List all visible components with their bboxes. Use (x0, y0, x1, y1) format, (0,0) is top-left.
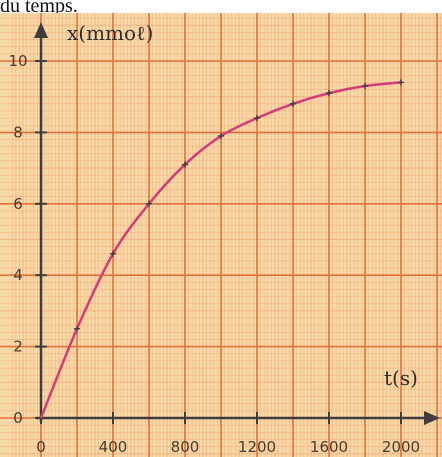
y-tick-label: 0 (13, 409, 23, 427)
y-tick-label: 6 (13, 195, 23, 213)
data-point (182, 161, 188, 168)
data-point (110, 250, 116, 257)
data-point (362, 82, 368, 89)
data-point (398, 79, 404, 86)
data-point (218, 132, 224, 139)
data-point (254, 115, 260, 122)
x-tick-label: 1600 (310, 438, 348, 456)
x-tick-label: 400 (99, 438, 128, 456)
y-axis-label: x(mmoℓ) (67, 21, 153, 45)
x-tick-label: 800 (171, 438, 200, 456)
x-axis-arrow-icon (424, 411, 440, 425)
x-tick-label: 0 (36, 438, 46, 456)
y-tick-label: 8 (13, 123, 23, 141)
data-point (146, 200, 152, 207)
y-tick-label: 10 (8, 52, 27, 70)
x-axis-label: t(s) (384, 366, 418, 390)
x-tick-label: 1200 (238, 438, 276, 456)
series-curve (39, 81, 402, 419)
data-points (74, 79, 404, 332)
y-tick-label: 4 (13, 266, 23, 284)
data-point (74, 325, 80, 332)
page-caption: du temps. (0, 0, 78, 17)
x-tick-label: 2000 (382, 438, 420, 456)
y-tick-label: 2 (13, 338, 23, 356)
y-axis-arrow-icon (34, 22, 48, 38)
data-point (326, 90, 332, 97)
axis-ticks: 0 400 800 1200 1600 2000 0 2 4 6 8 10 (8, 52, 420, 456)
axes (34, 22, 440, 425)
data-point (290, 100, 296, 107)
